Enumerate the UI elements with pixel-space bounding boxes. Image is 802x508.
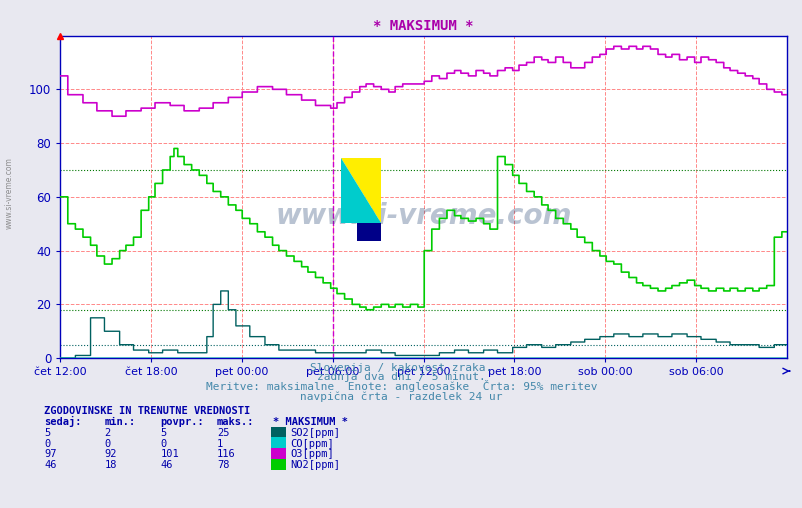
Polygon shape — [341, 158, 381, 223]
Text: 5: 5 — [160, 428, 167, 438]
Text: 116: 116 — [217, 449, 235, 459]
Text: min.:: min.: — [104, 417, 136, 427]
Text: 0: 0 — [104, 438, 111, 449]
Text: ZGODOVINSKE IN TRENUTNE VREDNOSTI: ZGODOVINSKE IN TRENUTNE VREDNOSTI — [44, 406, 250, 416]
Text: www.si-vreme.com: www.si-vreme.com — [5, 157, 14, 229]
Text: 2: 2 — [104, 428, 111, 438]
Text: 5: 5 — [44, 428, 51, 438]
Text: 97: 97 — [44, 449, 57, 459]
Text: * MAKSIMUM *: * MAKSIMUM * — [273, 417, 347, 427]
Text: 18: 18 — [104, 460, 117, 470]
Text: 78: 78 — [217, 460, 229, 470]
Text: maks.:: maks.: — [217, 417, 254, 427]
Text: 0: 0 — [160, 438, 167, 449]
Text: sedaj:: sedaj: — [44, 416, 82, 427]
Text: SO2[ppm]: SO2[ppm] — [290, 428, 340, 438]
Text: 0: 0 — [44, 438, 51, 449]
Text: Slovenija / kakovost zraka.: Slovenija / kakovost zraka. — [310, 363, 492, 373]
Text: 1: 1 — [217, 438, 223, 449]
Title: * MAKSIMUM *: * MAKSIMUM * — [373, 19, 473, 33]
Text: 92: 92 — [104, 449, 117, 459]
Text: Meritve: maksimalne  Enote: angleosaške  Črta: 95% meritev: Meritve: maksimalne Enote: angleosaške Č… — [205, 380, 597, 392]
Text: zadnja dva dni / 5 minut.: zadnja dva dni / 5 minut. — [317, 372, 485, 382]
Text: O3[ppm]: O3[ppm] — [290, 449, 334, 459]
Text: NO2[ppm]: NO2[ppm] — [290, 460, 340, 470]
Text: 46: 46 — [160, 460, 173, 470]
Bar — [357, 223, 381, 241]
Text: www.si-vreme.com: www.si-vreme.com — [275, 202, 571, 230]
Text: navpična črta - razdelek 24 ur: navpična črta - razdelek 24 ur — [300, 391, 502, 402]
Text: 25: 25 — [217, 428, 229, 438]
Text: CO[ppm]: CO[ppm] — [290, 438, 334, 449]
Polygon shape — [341, 158, 381, 223]
Text: 46: 46 — [44, 460, 57, 470]
Text: povpr.:: povpr.: — [160, 417, 204, 427]
Text: 101: 101 — [160, 449, 179, 459]
